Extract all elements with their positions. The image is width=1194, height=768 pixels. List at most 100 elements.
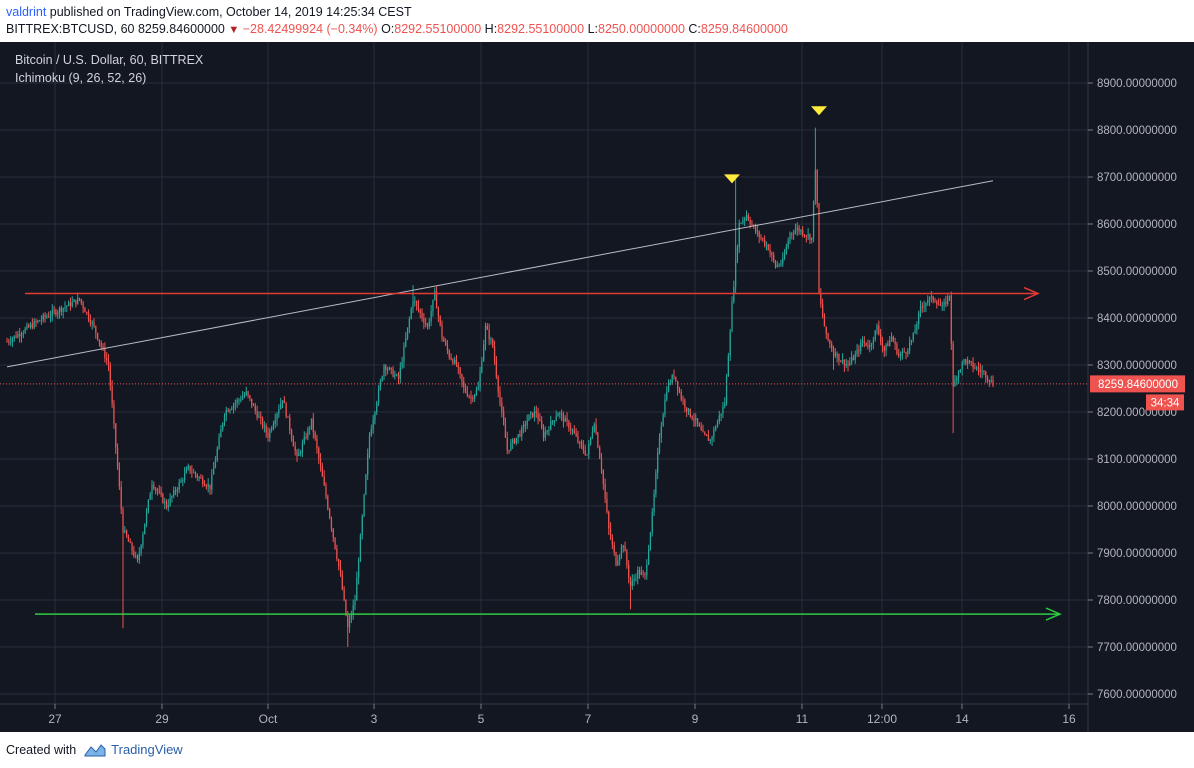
candle-body [903, 351, 905, 353]
candle-body [667, 383, 670, 392]
candle-body [579, 442, 581, 444]
candle-body [80, 299, 82, 303]
candle-body [731, 301, 733, 332]
candle-body [751, 224, 753, 226]
candle-body [961, 361, 963, 370]
candle-body [642, 572, 644, 574]
candle-body [550, 421, 552, 430]
time-tick-label: 12:00 [867, 712, 897, 726]
candle-body [519, 434, 521, 437]
candle-body [463, 381, 465, 388]
candle-body [531, 412, 534, 417]
candle-body [626, 551, 628, 565]
candle-body [535, 411, 537, 413]
candle-body [914, 330, 916, 334]
symbol-ohlc-line: BITTREX:BTCUSD, 60 8259.84600000 ▼ −28.4… [6, 22, 788, 36]
candle-body [160, 491, 162, 495]
candle-body [167, 505, 169, 508]
candle-body [631, 580, 633, 587]
candle-body [729, 331, 731, 356]
candle-body [845, 363, 847, 366]
candle-body [67, 302, 70, 306]
price-tick-label: 8400.00000000 [1097, 313, 1177, 325]
candle-body [566, 418, 568, 422]
candle-body [713, 429, 715, 438]
candle-body [367, 453, 369, 475]
candle-body [196, 474, 198, 478]
candle-body [236, 399, 238, 403]
candle-body [265, 425, 267, 433]
candle-body [185, 469, 188, 473]
candle-body [479, 372, 481, 388]
candle-body [347, 615, 349, 628]
candle-body [403, 346, 405, 362]
candle-body [435, 291, 438, 309]
price-tick-label: 8300.00000000 [1097, 360, 1177, 372]
close-value: 8259.84600000 [700, 22, 788, 36]
candle-body [328, 508, 331, 519]
candle-body [410, 308, 412, 319]
candle-body [287, 416, 289, 418]
candle-body [791, 233, 793, 235]
candle-body [37, 320, 39, 323]
candle-body [499, 391, 501, 403]
candle-body [773, 255, 775, 261]
candle-body [840, 360, 842, 362]
candle-body [599, 447, 601, 459]
candle-body [464, 387, 467, 392]
candle-body [189, 465, 191, 472]
candle-body [44, 315, 46, 318]
candle-body [557, 413, 559, 417]
candle-body [869, 345, 871, 348]
candle-body [910, 339, 913, 343]
candle-body [638, 569, 641, 575]
candle-body [923, 306, 925, 308]
candle-body [539, 419, 541, 421]
candle-body [916, 324, 918, 331]
price-axis[interactable]: 8900.00000000 8800.00000000 8700.00000000 8… [1088, 78, 1177, 701]
tradingview-brand[interactable]: TradingView [111, 742, 183, 757]
candle-body [742, 220, 744, 223]
candle-body [767, 245, 769, 250]
publication-header: valdrint published on TradingView.com, O… [0, 0, 1194, 42]
candle-body [528, 414, 530, 421]
candle-body [49, 315, 52, 317]
candle-body [836, 353, 838, 357]
candle-body [318, 448, 320, 459]
candle-body [985, 371, 987, 378]
candle-body [60, 307, 63, 312]
candle-body [258, 416, 260, 418]
author-link[interactable]: valdrint [6, 5, 47, 19]
candle-body [171, 496, 173, 498]
candle-body [863, 341, 865, 343]
candle-body [29, 324, 32, 328]
candle-body [425, 322, 427, 325]
price-tag-box [1090, 375, 1185, 393]
candle-body [377, 388, 380, 403]
candle-body [256, 410, 258, 418]
candle-body [135, 555, 137, 557]
candle-body [544, 432, 546, 438]
candle-body [182, 480, 184, 482]
drawing-tools[interactable] [0, 106, 1088, 621]
time-axis[interactable]: 27 29 Oct 3 5 7 9 11 12:00 14 16 [48, 704, 1076, 726]
candle-body [359, 535, 362, 562]
candle-body [200, 477, 202, 479]
published-line: valdrint published on TradingView.com, O… [6, 5, 412, 19]
candle-body [327, 496, 329, 509]
candle-body [537, 412, 539, 420]
candle-body [541, 420, 543, 429]
price-chart[interactable]: 8900.00000000 8800.00000000 8700.00000000 8… [0, 42, 1194, 732]
candle-body [370, 429, 372, 436]
candle-body [912, 333, 914, 340]
candle-body [834, 352, 836, 357]
candle-body [245, 391, 247, 395]
candle-body [720, 413, 722, 416]
candle-body [93, 322, 95, 326]
resistance-arrow-icon [1023, 286, 1040, 301]
candle-body [854, 354, 856, 360]
candle-body [247, 391, 249, 396]
candle-body [109, 365, 111, 387]
candle-body [484, 325, 487, 345]
candle-body [593, 424, 595, 432]
